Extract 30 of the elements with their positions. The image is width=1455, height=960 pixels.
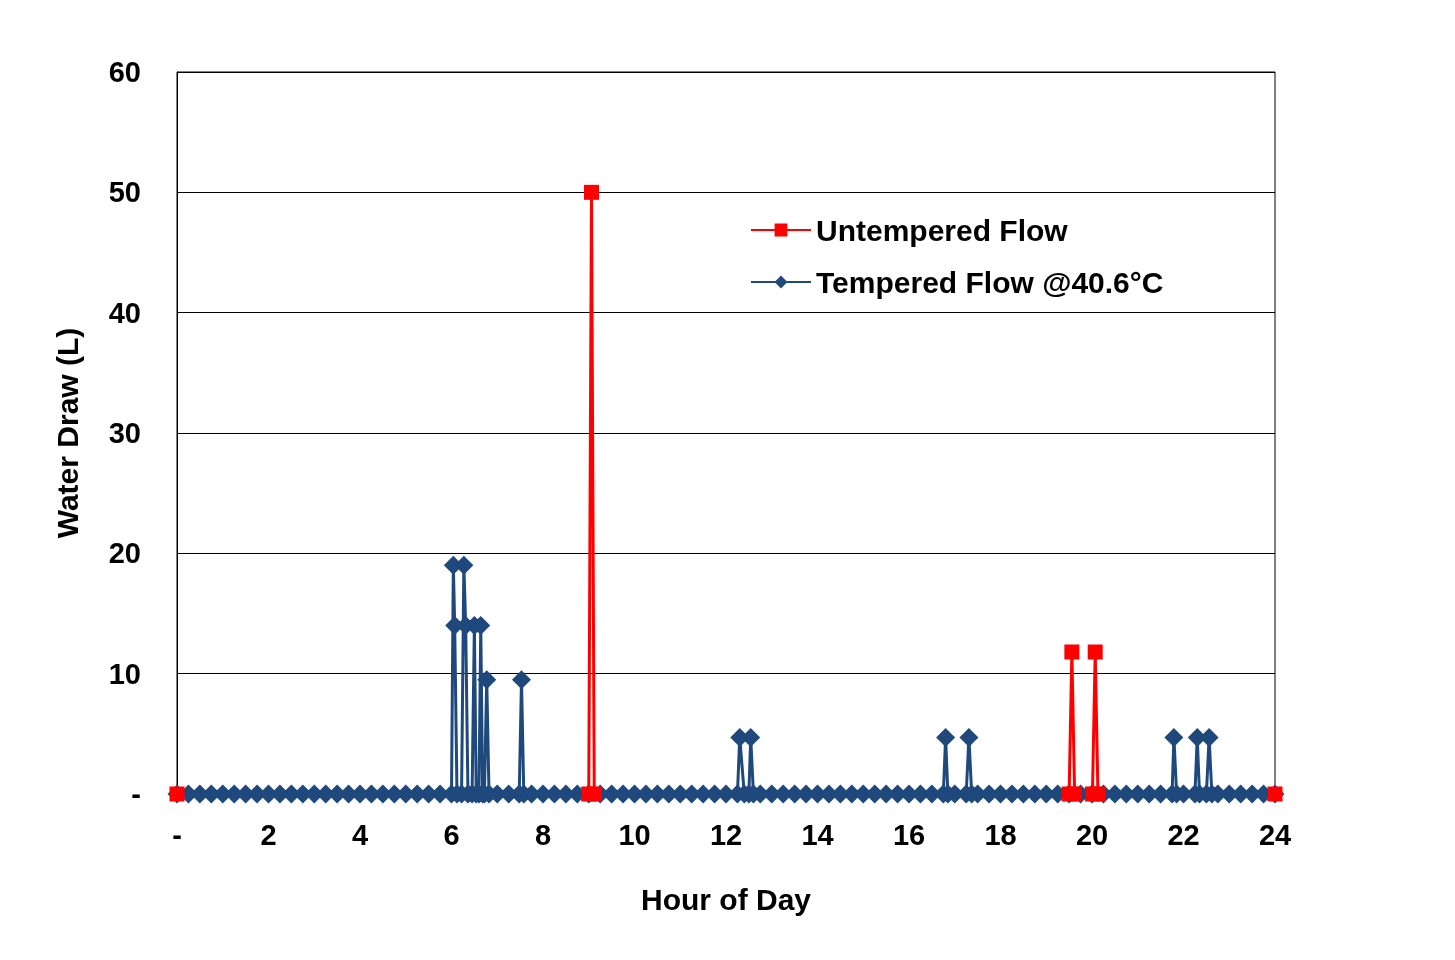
- x-tick-label: -: [172, 818, 182, 851]
- y-tick-label: 20: [108, 537, 141, 570]
- x-tick-label: 20: [1075, 818, 1109, 851]
- point: [1087, 644, 1103, 660]
- x-tick-label: 4: [351, 818, 369, 851]
- x-tick-label: 14: [801, 818, 834, 851]
- x-tick-label: 10: [618, 818, 651, 851]
- x-tick-label: 16: [892, 818, 926, 851]
- point: [586, 786, 602, 802]
- x-tick-label: 18: [984, 818, 1017, 851]
- point: [583, 184, 599, 200]
- y-tick-label: 10: [108, 657, 141, 690]
- y-tick-label: 60: [108, 56, 141, 88]
- x-tick-label: 22: [1167, 818, 1200, 851]
- y-tick-label: 30: [108, 417, 141, 449]
- x-tick-label: 12: [709, 818, 743, 851]
- legend-label: Untempered Flow: [816, 213, 1069, 247]
- x-axis-title: Hour of Day: [640, 882, 812, 916]
- point: [1064, 644, 1080, 660]
- y-tick-label: 40: [108, 296, 141, 329]
- x-tick-label: 6: [443, 818, 460, 851]
- y-tick-label: -: [131, 778, 141, 810]
- point: [1067, 786, 1083, 802]
- y-axis-title: Water Draw (L): [50, 327, 84, 539]
- x-tick-label: 2: [260, 818, 277, 851]
- point: [1090, 786, 1106, 802]
- x-tick-label: 24: [1258, 818, 1292, 851]
- y-tick-label: 50: [108, 176, 141, 209]
- legend-label: Tempered Flow @40.6°C: [816, 265, 1164, 299]
- x-tick-label: 8: [534, 818, 552, 851]
